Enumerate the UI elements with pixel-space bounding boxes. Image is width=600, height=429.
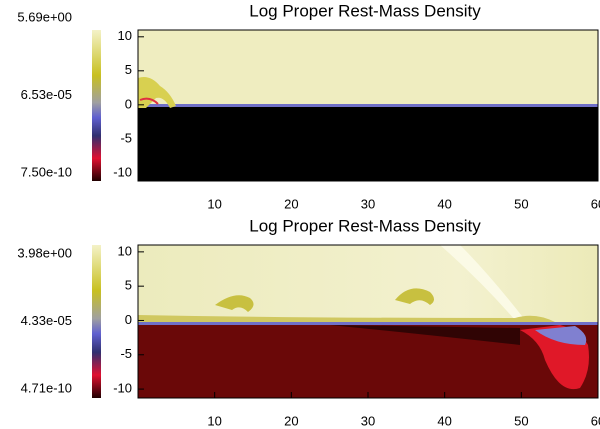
colorbar-tick-label: 3.98e+00 — [17, 245, 72, 260]
x-tick-label: 40 — [437, 196, 451, 211]
colorbar-tick-label: 7.50e-10 — [21, 164, 72, 179]
x-tick-label: 60 — [591, 413, 600, 428]
x-tick-label: 50 — [514, 196, 528, 211]
chart-title: Log Proper Rest-Mass Density — [249, 216, 481, 235]
y-tick-label: 5 — [125, 278, 132, 293]
colorbar — [92, 245, 101, 398]
chart-title: Log Proper Rest-Mass Density — [249, 1, 481, 20]
colorbar-tick-label: 4.71e-10 — [21, 380, 72, 395]
y-tick-label: 10 — [118, 28, 132, 43]
x-tick-label: 20 — [284, 413, 298, 428]
x-tick-label: 60 — [591, 196, 600, 211]
x-tick-label: 10 — [207, 196, 221, 211]
y-tick-label: -10 — [113, 381, 132, 396]
heatmap-image — [138, 30, 598, 181]
x-tick-label: 50 — [514, 413, 528, 428]
heatmap-image — [138, 245, 598, 398]
y-tick-label: 10 — [118, 243, 132, 258]
x-tick-label: 30 — [361, 413, 375, 428]
x-tick-label: 30 — [361, 196, 375, 211]
colorbar — [92, 30, 101, 181]
colorbar-tick-label: 4.33e-05 — [21, 313, 72, 328]
x-tick-label: 20 — [284, 196, 298, 211]
colorbar-tick-label: 5.69e+00 — [17, 9, 72, 24]
x-tick-label: 10 — [207, 413, 221, 428]
x-tick-label: 40 — [437, 413, 451, 428]
y-tick-label: 0 — [125, 312, 132, 327]
colorbar-tick-label: 6.53e-05 — [21, 87, 72, 102]
y-tick-label: -10 — [113, 164, 132, 179]
y-tick-label: -5 — [120, 346, 132, 361]
y-tick-label: -5 — [120, 130, 132, 145]
y-tick-label: 0 — [125, 96, 132, 111]
y-tick-label: 5 — [125, 62, 132, 77]
